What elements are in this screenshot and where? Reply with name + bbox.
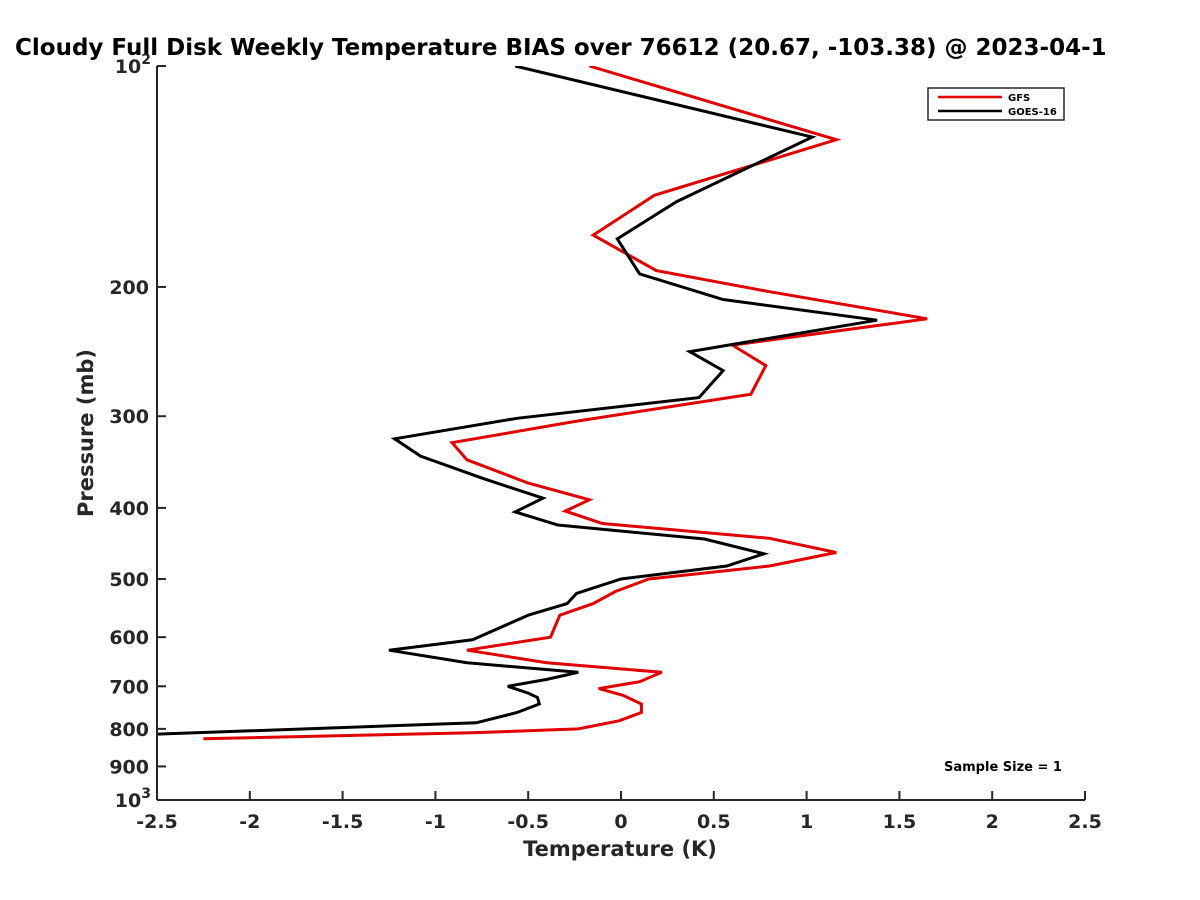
x-tick-label: -1 [425, 811, 446, 833]
x-axis-label: Temperature (K) [523, 837, 717, 861]
x-tick-label: 1 [800, 811, 813, 833]
y-tick-label: 700 [109, 676, 149, 698]
y-tick-label: 800 [109, 719, 149, 741]
x-axis-ticks: -2.5 -2 -1.5 -1 -0.5 0 0.5 1 1.5 2 2.5 [136, 791, 1102, 833]
y-tick-label: 400 [109, 498, 149, 520]
series-line-gfs [203, 66, 928, 741]
sample-size-annotation: Sample Size = 1 [944, 760, 1062, 775]
y-axis-label: Pressure (mb) [74, 349, 98, 517]
y-tick-label: 103 [115, 786, 151, 812]
legend: GFS GOES-16 [927, 87, 1065, 121]
x-tick-label: 1.5 [883, 811, 917, 833]
legend-box [927, 87, 1065, 121]
y-tick-label: 500 [109, 569, 149, 591]
x-tick-label: 2 [986, 811, 999, 833]
chart-title: Cloudy Full Disk Weekly Temperature BIAS… [15, 35, 1107, 61]
y-tick-label: 200 [109, 277, 149, 299]
y-tick-label: 600 [109, 627, 149, 649]
plot-lines [157, 66, 928, 741]
y-tick-label: 900 [109, 756, 149, 778]
x-tick-label: 0 [614, 811, 627, 833]
x-tick-label: 0.5 [697, 811, 731, 833]
legend-label-goes-16: GOES-16 [1008, 107, 1057, 118]
legend-label-gfs: GFS [1008, 93, 1030, 104]
x-tick-label: 2.5 [1068, 811, 1102, 833]
y-tick-label: 300 [109, 406, 149, 428]
x-tick-label: -0.5 [507, 811, 549, 833]
x-tick-label: -1.5 [322, 811, 364, 833]
x-tick-label: -2.5 [136, 811, 178, 833]
axes [156, 66, 1085, 801]
x-tick-label: -2 [239, 811, 260, 833]
y-tick-label: 102 [115, 52, 151, 78]
series-line-goes-16 [157, 66, 878, 736]
y-axis-ticks: 102 200 300 400 500 600 700 800 900 103 [109, 52, 166, 812]
